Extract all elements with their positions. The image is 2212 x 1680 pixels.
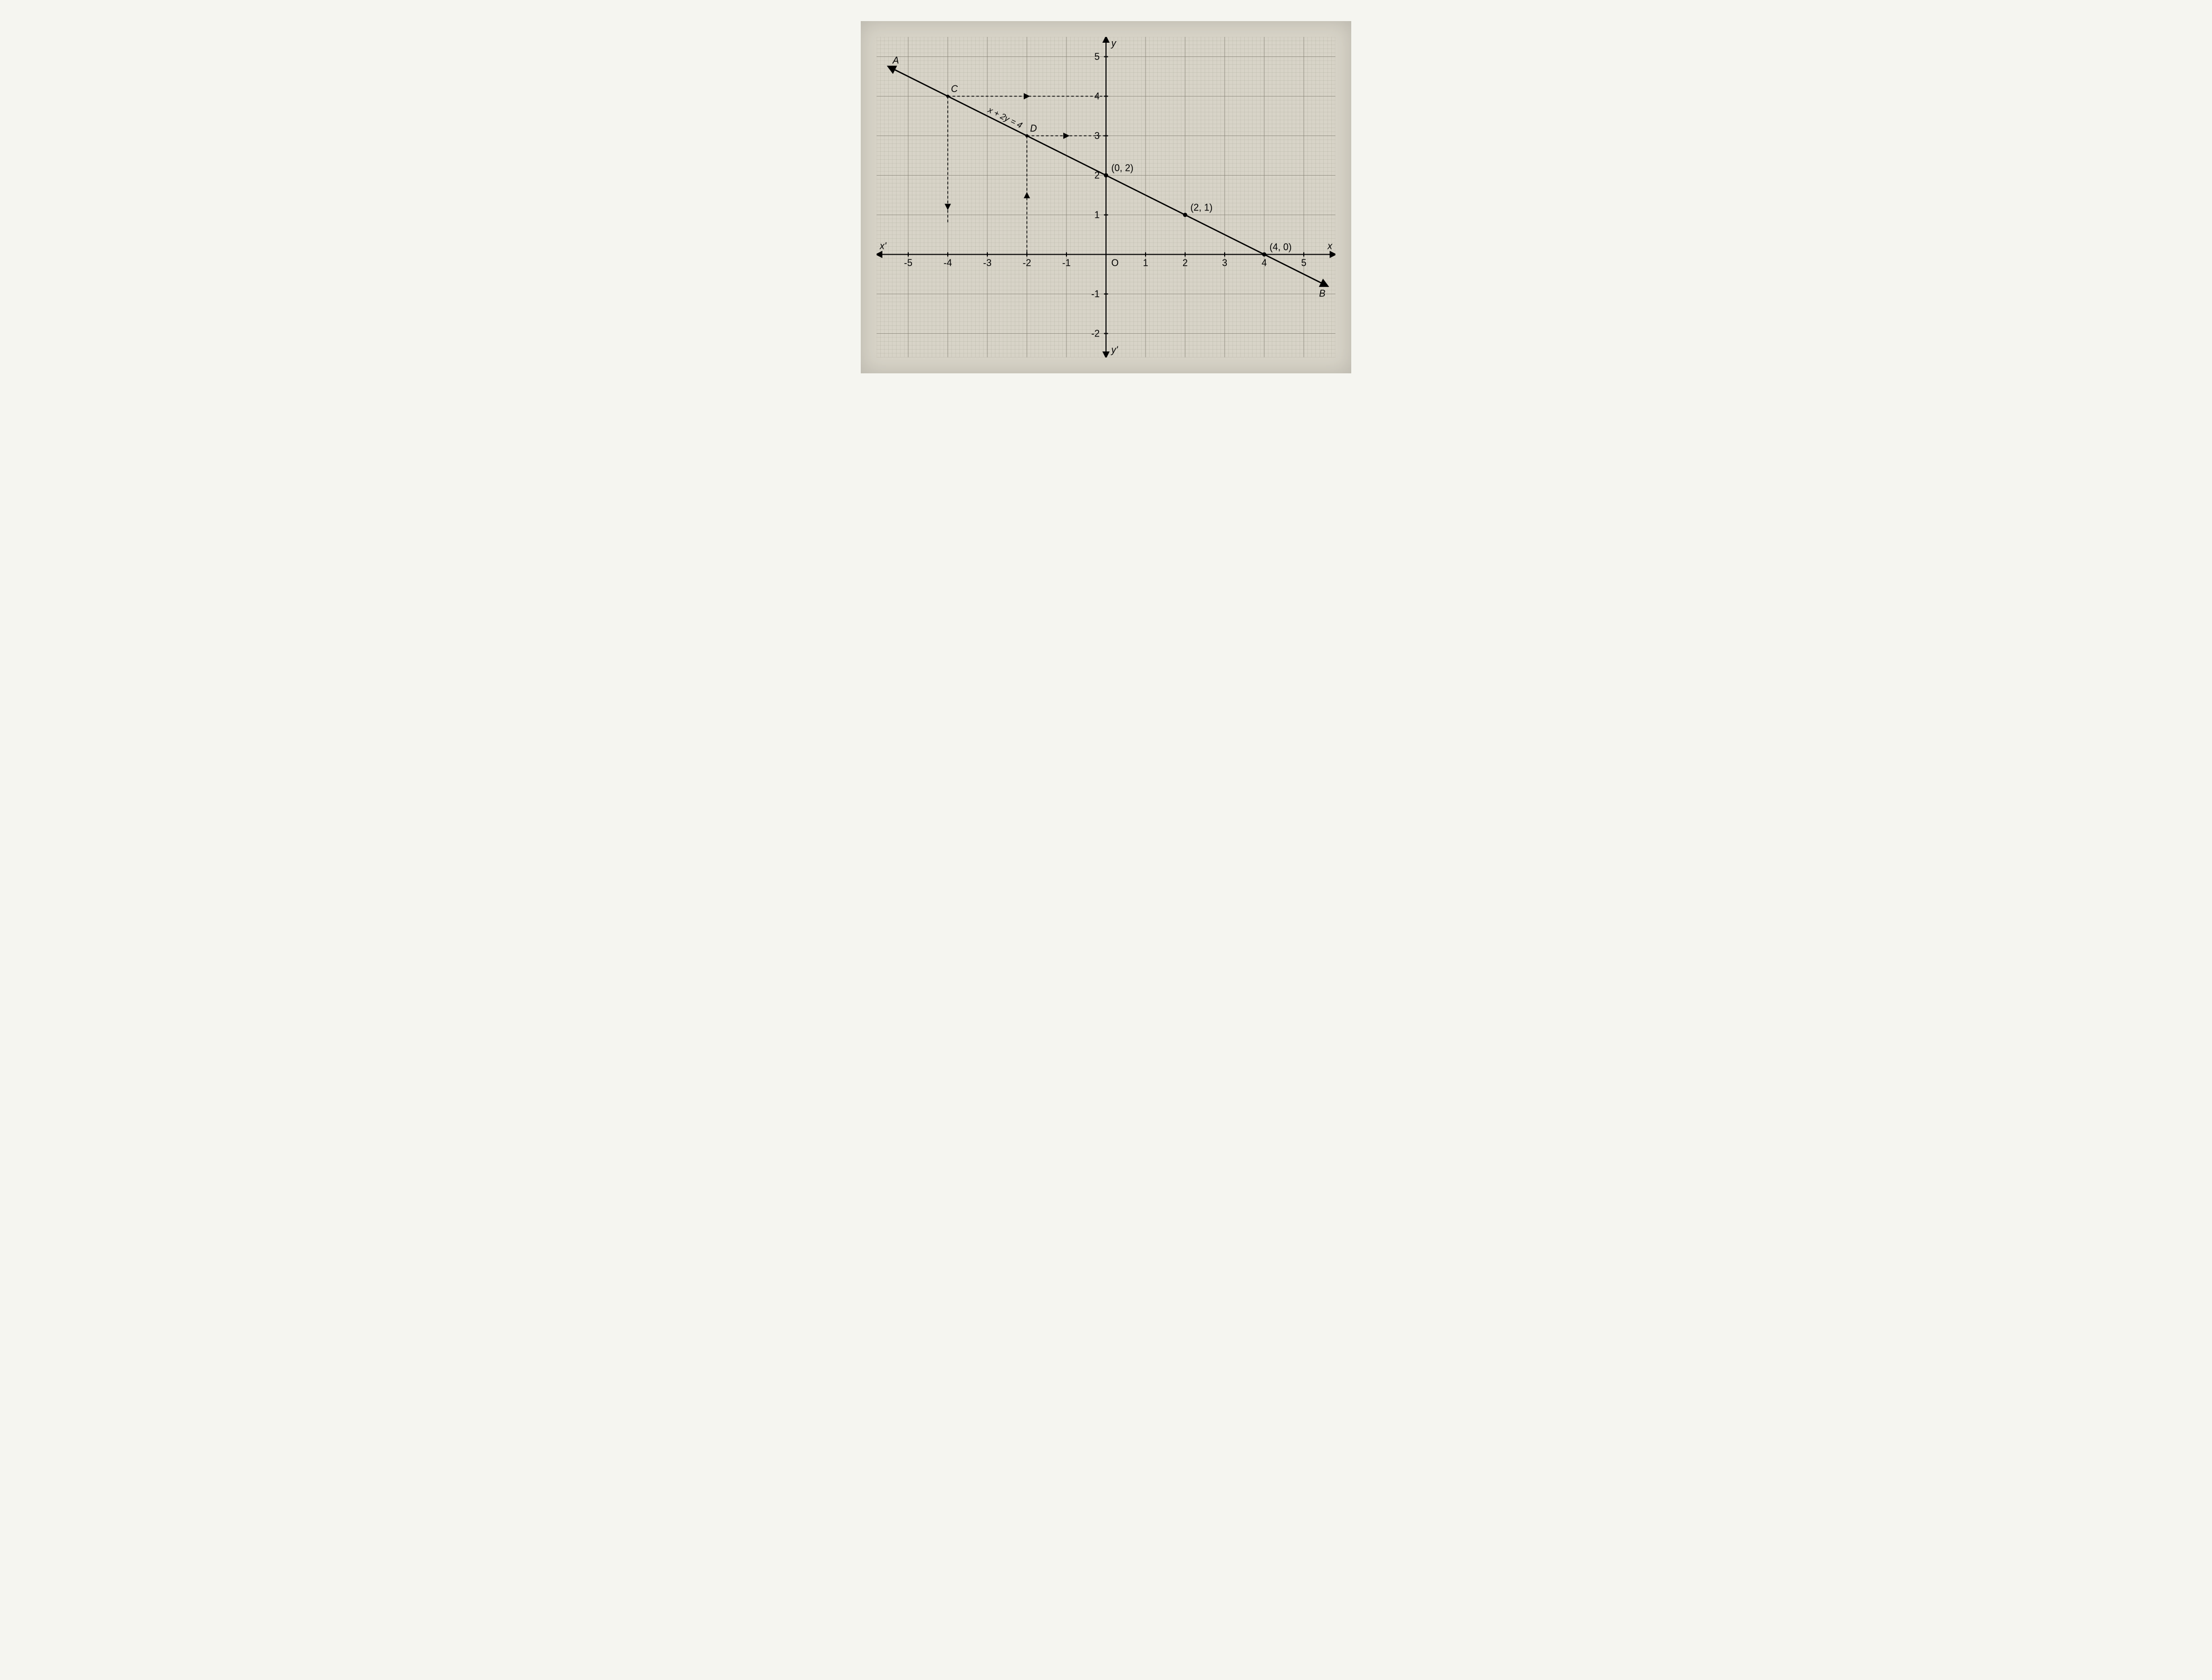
x-tick-label: 1 [1143,258,1148,268]
x-tick-label: -1 [1062,258,1071,268]
point-a-label: A [892,55,899,65]
y-tick-label: -1 [1091,289,1100,300]
coordinate-graph: -5-4-3-2-112345-2-112345Oxx'yy'ABx + 2y … [877,37,1335,358]
plotted-point [1262,253,1266,257]
x-tick-label: 2 [1182,258,1188,268]
point-c-label: C [951,84,958,94]
x-axis-label: x [1327,241,1333,252]
point-label: (2, 1) [1190,202,1213,213]
point-label: (0, 2) [1111,163,1133,173]
plotted-point [1183,213,1187,217]
x-prime-label: x' [879,241,887,252]
y-tick-label: -2 [1091,329,1100,339]
point-d [1025,134,1028,138]
point-label: (4, 0) [1270,242,1292,253]
x-tick-label: 3 [1222,258,1227,268]
x-tick-label: -2 [1023,258,1031,268]
equation-line [889,66,1328,286]
point-d-label: D [1030,123,1037,134]
point-c [946,95,949,98]
y-axis-label: y [1110,38,1117,49]
graph-container: -5-4-3-2-112345-2-112345Oxx'yy'ABx + 2y … [861,21,1351,373]
y-tick-label: 1 [1094,210,1100,220]
x-tick-label: -5 [904,258,912,268]
x-tick-label: -4 [944,258,952,268]
y-tick-label: 5 [1094,52,1100,62]
x-tick-label: -3 [983,258,992,268]
x-tick-label: 5 [1301,258,1306,268]
x-tick-label: 4 [1262,258,1267,268]
point-b-label: B [1319,288,1325,299]
plotted-point [1104,173,1108,178]
y-prime-label: y' [1110,345,1118,355]
origin-label: O [1111,258,1119,268]
